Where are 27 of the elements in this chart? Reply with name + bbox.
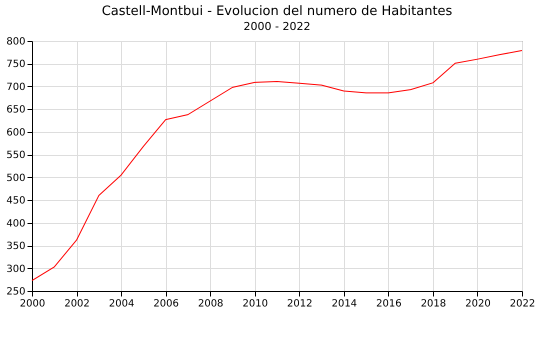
x-tick-label: 2014	[332, 298, 358, 310]
y-tick-label: 650	[6, 104, 26, 116]
x-tick-label: 2012	[287, 298, 312, 310]
y-tick-label: 300	[6, 264, 26, 275]
chart-subtitle: 2000 - 2022	[244, 20, 310, 33]
x-tick-label: 2004	[108, 298, 134, 310]
x-tick-label: 2002	[64, 298, 90, 310]
x-tick-label: 2006	[153, 298, 179, 310]
y-tick-label: 400	[6, 218, 26, 230]
y-tick-label: 350	[6, 241, 26, 252]
y-tick-label: 800	[6, 36, 26, 48]
y-tick-label: 700	[6, 82, 26, 93]
x-tick-label: 2000	[20, 298, 46, 310]
y-tick-label: 600	[6, 127, 26, 138]
y-tick-label: 450	[6, 196, 26, 207]
y-tick-label: 550	[6, 150, 26, 162]
y-tick-label: 250	[6, 286, 26, 298]
x-tick-label: 2008	[198, 298, 224, 310]
x-tick-label: 2020	[465, 298, 491, 310]
line-series	[32, 50, 522, 282]
x-tick-label: 2018	[420, 298, 446, 310]
x-tick-label: 2016	[376, 298, 402, 310]
x-tick-label: 2022	[510, 298, 536, 310]
x-tick-label: 2010	[242, 298, 268, 310]
y-tick-label: 500	[6, 172, 26, 184]
y-tick-label: 750	[6, 59, 26, 70]
chart-title: Castell-Montbui - Evolucion del numero de Habitantes	[102, 4, 453, 19]
